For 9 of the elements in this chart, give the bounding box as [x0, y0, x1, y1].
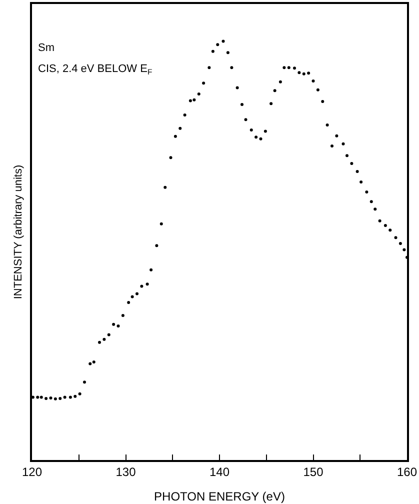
- x-axis-title: PHOTON ENERGY (eV): [154, 490, 285, 504]
- y-axis-title: INTENSITY (arbitrary units): [12, 164, 24, 300]
- x-tick-label: 120: [22, 465, 42, 480]
- annotation: Sm: [38, 42, 54, 54]
- x-tick-label: 150: [303, 465, 324, 480]
- annotation: CIS, 2.4 eV BELOW E$_{F}$: [38, 63, 152, 76]
- x-tick-label: 140: [209, 465, 230, 480]
- x-tick-label: 130: [116, 465, 136, 480]
- x-tick-label: 160: [396, 465, 418, 480]
